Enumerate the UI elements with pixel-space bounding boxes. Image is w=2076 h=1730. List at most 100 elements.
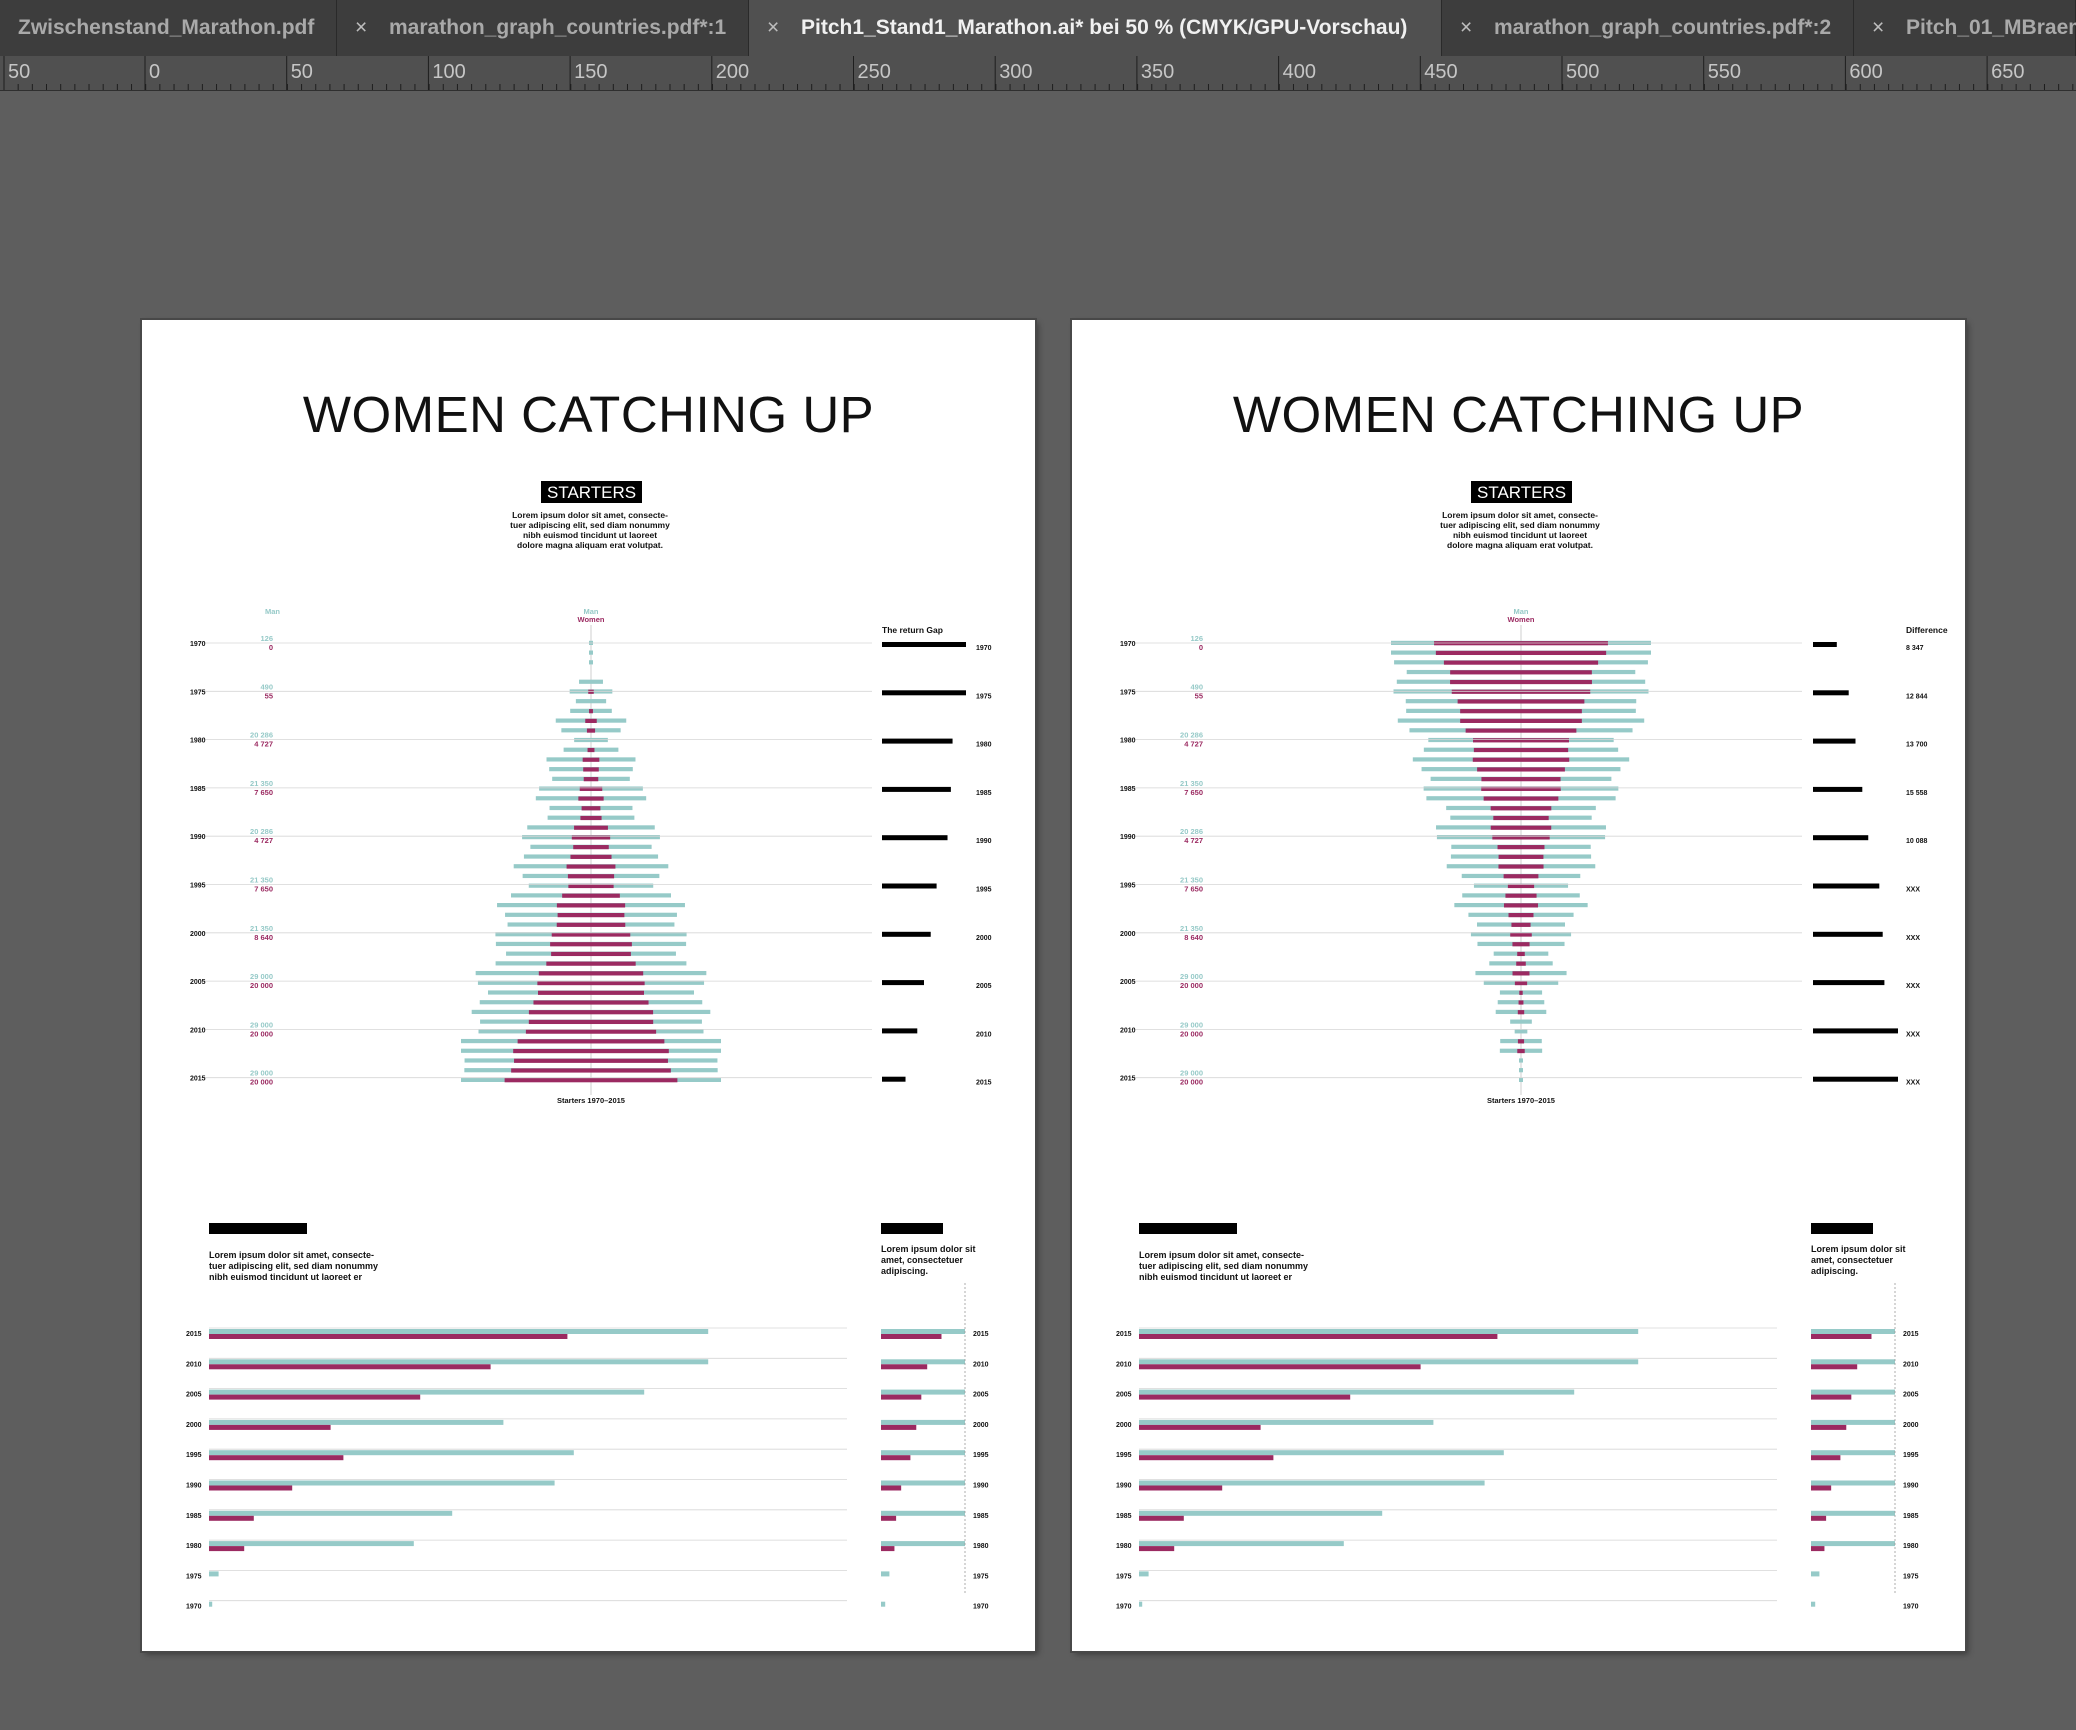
women-count: 7 650: [1184, 788, 1203, 797]
women-bar: [1514, 980, 1528, 986]
side-year-label: 2015: [1903, 1331, 1919, 1338]
bottom-caption: Lorem ipsum dolor sit amet, consecte- tu…: [1139, 1250, 1309, 1282]
side-women-bar: [881, 1546, 895, 1552]
year-label: 1970: [1120, 641, 1136, 648]
side-men-bar: [881, 1541, 965, 1547]
difference-value: XXX: [1906, 887, 1920, 894]
women-bar: [570, 854, 612, 859]
women-bar: [1460, 718, 1582, 723]
men-count: 21 350: [1180, 924, 1203, 933]
bottom-women-bar: [1139, 1546, 1175, 1552]
bottom-year-label: 2010: [186, 1361, 202, 1368]
difference-value: XXX: [1906, 1080, 1920, 1087]
bottom-year-label: 1995: [186, 1452, 202, 1459]
tab-label: Zwischenstand_Marathon.pdf: [18, 16, 315, 39]
tab-pitch01[interactable]: × Pitch_01_MBraem: [1854, 0, 2076, 56]
legend-men: Man: [584, 607, 599, 616]
side-men-bar: [1811, 1419, 1895, 1425]
gap-bar: [1813, 931, 1883, 937]
side-year-label: 1970: [973, 1604, 989, 1611]
women-bar: [1443, 660, 1599, 665]
bottom-men-bar: [209, 1571, 219, 1577]
gap-bar: [882, 980, 924, 986]
side-men-bar: [881, 1601, 886, 1607]
women-bar: [1518, 1000, 1524, 1005]
document-tab-bar: Zwischenstand_Marathon.pdf × marathon_gra…: [0, 0, 2076, 56]
men-count: 29 000: [250, 972, 273, 981]
tab-marathon-graph-2[interactable]: × marathon_graph_countries.pdf*:2: [1442, 0, 1854, 56]
year-label: 1995: [190, 883, 206, 890]
side-year-label: 1990: [973, 1483, 989, 1490]
bottom-women-bar: [209, 1364, 491, 1370]
women-bar: [551, 951, 631, 957]
tab-zwischenstand[interactable]: Zwischenstand_Marathon.pdf: [0, 0, 337, 56]
men-count: 29 000: [250, 1020, 273, 1029]
women-bar: [566, 864, 616, 869]
side-year-label: 2000: [973, 1422, 989, 1429]
bottom-women-bar: [1139, 1424, 1261, 1430]
bottom-men-bar: [209, 1541, 414, 1547]
women-bar: [537, 980, 645, 986]
men-count: 21 350: [250, 924, 273, 933]
bottom-year-label: 2000: [186, 1422, 202, 1429]
women-bar: [1512, 942, 1530, 947]
women-bar: [578, 796, 604, 801]
year-label: 1975: [1120, 689, 1136, 696]
women-bar: [533, 1000, 649, 1005]
women-bar: [1450, 679, 1592, 685]
men-bar: [1510, 1019, 1532, 1024]
ruler-label: 250: [858, 61, 891, 83]
bottom-men-bar: [1139, 1510, 1383, 1516]
close-icon[interactable]: ×: [767, 16, 780, 39]
men-count: 29 000: [1180, 1020, 1203, 1029]
bottom-women-bar: [1139, 1394, 1351, 1400]
horizontal-ruler[interactable]: 50 0 50 100 150 200 250 300 350 400 450 500 550 600 65…: [0, 56, 2076, 91]
artboard-left[interactable]: Man Man Women The return Gap 1970 126 0 1970 197…: [142, 320, 1035, 1651]
women-bar: [1473, 738, 1569, 743]
side-women-bar: [881, 1455, 911, 1461]
side-women-bar: [1811, 1546, 1825, 1552]
bottom-year-label: 1990: [186, 1483, 202, 1490]
side-year-label: 1985: [973, 1513, 989, 1520]
men-bar: [575, 699, 607, 704]
gap-bar: [1813, 642, 1837, 647]
gap-bar: [882, 642, 966, 647]
women-bar: [528, 1010, 654, 1015]
difference-value: 15 558: [1906, 790, 1928, 797]
women-bar: [1483, 796, 1559, 801]
side-men-bar: [881, 1389, 965, 1395]
women-bar: [1503, 903, 1539, 908]
side-year-label: 2010: [973, 1361, 989, 1368]
gap-year-label: 1975: [976, 693, 992, 700]
side-year-label: 1995: [1903, 1452, 1919, 1459]
side-header-bar: [881, 1223, 943, 1234]
bottom-women-bar: [209, 1334, 568, 1339]
bottom-men-bar: [1139, 1571, 1149, 1577]
women-count: 4 727: [254, 836, 273, 845]
bottom-men-bar: [1139, 1450, 1504, 1456]
bottom-men-bar: [1139, 1480, 1485, 1486]
side-header-bar: [1811, 1223, 1873, 1234]
bottom-men-bar: [1139, 1329, 1639, 1334]
artboard-right[interactable]: Man Women Difference 1970 126 0 8 347 1975 490 55…: [1072, 320, 1965, 1651]
side-men-bar: [1811, 1359, 1895, 1365]
men-bar: [579, 679, 603, 684]
tab-pitch1-active[interactable]: × Pitch1_Stand1_Marathon.ai* bei 50 % (CM…: [749, 0, 1442, 56]
men-count: 20 286: [1180, 731, 1203, 740]
close-icon[interactable]: ×: [1872, 16, 1885, 39]
close-icon[interactable]: ×: [1460, 16, 1473, 39]
women-bar: [579, 786, 603, 791]
year-label: 1990: [1120, 834, 1136, 841]
men-count: 490: [1190, 682, 1203, 691]
women-bar: [528, 1019, 654, 1025]
tab-marathon-graph-1[interactable]: × marathon_graph_countries.pdf*:1: [337, 0, 749, 56]
close-icon[interactable]: ×: [355, 16, 368, 39]
year-label: 1985: [1120, 786, 1136, 793]
women-bar: [551, 932, 631, 937]
men-count: 20 286: [1180, 827, 1203, 836]
difference-value: XXX: [1906, 983, 1920, 990]
women-count: 20 000: [250, 981, 273, 990]
women-count: 7 650: [1184, 885, 1203, 894]
side-men-bar: [881, 1450, 965, 1456]
gap-year-label: 1970: [976, 645, 992, 652]
